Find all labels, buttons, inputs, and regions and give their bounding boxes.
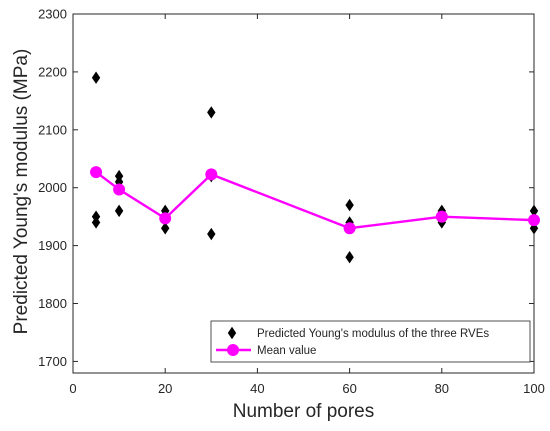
legend-marker-mean (216, 344, 251, 356)
y-tick-label: 2200 (38, 64, 67, 79)
rve-series (90, 71, 540, 264)
mean-point (343, 222, 356, 235)
rve-point (529, 204, 539, 218)
y-axis-label: Predicted Young's modulus (MPa) (11, 49, 32, 335)
rve-point (161, 222, 170, 235)
legend-label-mean: Mean value (257, 345, 316, 357)
x-axis-label: Number of pores (233, 401, 375, 422)
x-tick-label: 40 (250, 381, 264, 396)
y-tick-label: 2000 (38, 180, 67, 195)
legend-label-rve: Predicted Young's modulus of the three R… (257, 328, 489, 340)
x-tick-label: 0 (69, 381, 76, 396)
rve-point (207, 106, 216, 119)
legend: Predicted Young's modulus of the three R… (210, 320, 531, 363)
y-tick-label: 1900 (38, 238, 67, 253)
y-tick-label: 2100 (38, 122, 67, 137)
x-tick-label: 100 (523, 381, 545, 396)
y-tick-label: 1700 (38, 354, 67, 369)
legend-circle-icon (227, 344, 239, 356)
rve-point (345, 198, 354, 212)
x-tick-label: 60 (342, 381, 356, 396)
y-tick-label: 1800 (38, 296, 67, 311)
rve-point (91, 71, 101, 84)
legend-marker-rve (227, 326, 237, 340)
mean-point (435, 210, 448, 223)
mean-point (205, 168, 218, 181)
rve-point (345, 250, 354, 264)
y-axis: 1700 1800 1900 2000 2100 2200 2300 (38, 7, 534, 369)
x-tick-label: 80 (435, 381, 449, 396)
rve-point (114, 204, 124, 218)
x-axis: 0 20 40 60 80 100 (69, 14, 545, 396)
legend-diamond-icon (227, 326, 237, 340)
rve-point (207, 227, 216, 241)
rve-point (91, 216, 101, 229)
mean-point (159, 212, 172, 225)
mean-point (113, 183, 126, 196)
x-tick-label: 20 (158, 381, 172, 396)
mean-point (90, 166, 103, 179)
mean-point (528, 214, 540, 227)
plot-area (72, 13, 535, 374)
y-tick-label: 2300 (38, 7, 67, 22)
legend-box (210, 320, 531, 363)
